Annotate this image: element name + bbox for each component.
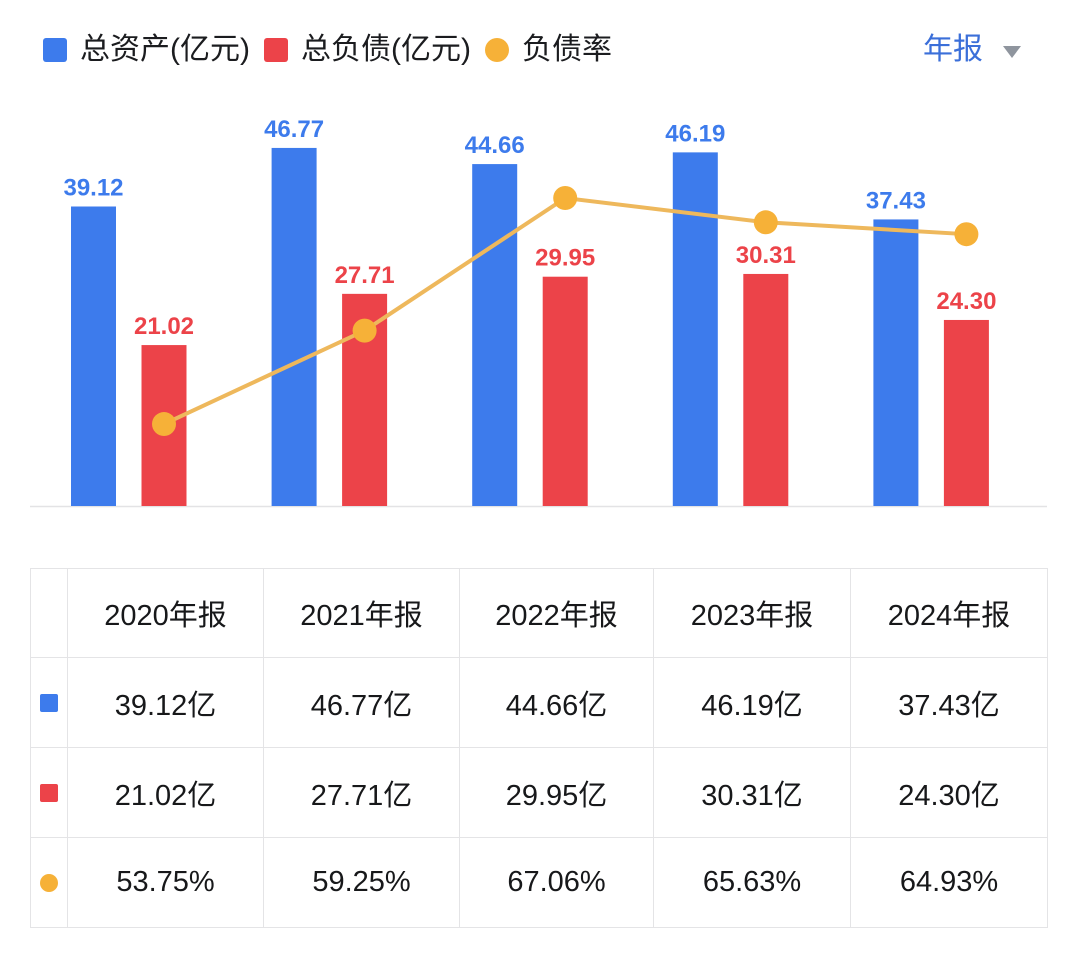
assets-bar-label-2020: 39.12: [63, 174, 123, 201]
assets-swatch-icon: [43, 38, 67, 62]
liabilities-swatch-icon: [263, 38, 288, 62]
debt-ratio-point-2021[interactable]: [352, 318, 377, 343]
table-header-row: 2020年报 2021年报 2022年报 2023年报 2024年报: [30, 568, 1048, 658]
legend-item-debt-ratio[interactable]: 负债率: [484, 33, 612, 67]
liabilities-row-icon-cell: [30, 747, 68, 838]
table-row-total-assets: 39.12亿 46.77亿 44.66亿 46.19亿 37.43亿: [30, 657, 1048, 748]
table-cell: 64.93%: [850, 837, 1048, 928]
assets-bar-2022[interactable]: [472, 164, 518, 506]
debt-ratio-point-2024[interactable]: [954, 222, 979, 247]
period-selector[interactable]: 年报: [923, 33, 1021, 67]
liabilities-bar-label-2021: 27.71: [335, 262, 395, 289]
table-corner-cell: [30, 568, 68, 658]
column-header-2021: 2021年报: [263, 568, 460, 658]
legend-label-debt-ratio: 负债率: [521, 33, 612, 66]
liabilities-bar-2022[interactable]: [542, 276, 588, 506]
debt-ratio-row-icon-cell: [30, 837, 68, 928]
debt-ratio-point-2023[interactable]: [753, 210, 778, 235]
legend-item-total-liabilities[interactable]: 总负债(亿元): [263, 33, 471, 67]
table-cell: 21.02亿: [67, 747, 264, 838]
chevron-down-icon: [1003, 46, 1021, 58]
assets-bar-2020[interactable]: [71, 206, 116, 506]
liabilities-bar-2023[interactable]: [743, 273, 789, 506]
debt-ratio-point-2020[interactable]: [152, 412, 176, 437]
assets-liabilities-chart: 39.12 46.77 44.66 46.19 37.43 21.02 27.71 29.95…: [30, 116, 1047, 508]
column-header-2022: 2022年报: [459, 568, 654, 658]
assets-bar-2024[interactable]: [873, 219, 919, 506]
column-header-2020: 2020年报: [67, 568, 264, 658]
liabilities-bar-label-2024: 24.30: [936, 288, 996, 315]
table-cell: 39.12亿: [67, 657, 264, 748]
legend-item-total-assets[interactable]: 总资产(亿元): [43, 33, 250, 67]
assets-bar-label-2024: 37.43: [866, 187, 926, 214]
liabilities-bar-label-2022: 29.95: [535, 245, 595, 272]
column-header-2023: 2023年报: [653, 568, 851, 658]
table-cell: 30.31亿: [653, 747, 851, 838]
table-cell: 59.25%: [263, 837, 460, 928]
debt-ratio-row-icon: [40, 874, 58, 893]
table-cell: 37.43亿: [850, 657, 1048, 748]
table-cell: 44.66亿: [459, 657, 654, 748]
legend-label-total-liabilities: 总负债(亿元): [300, 33, 471, 66]
table-cell: 29.95亿: [459, 747, 654, 838]
assets-bar-label-2021: 46.77: [264, 116, 324, 143]
table-cell: 46.77亿: [263, 657, 460, 748]
table-row-total-liabilities: 21.02亿 27.71亿 29.95亿 30.31亿 24.30亿: [30, 747, 1048, 838]
liabilities-bar-2024[interactable]: [943, 319, 989, 506]
table-cell: 53.75%: [67, 837, 264, 928]
liabilities-row-icon: [40, 784, 58, 803]
assets-bar-2023[interactable]: [672, 152, 718, 506]
report-data-table: 2020年报 2021年报 2022年报 2023年报 2024年报 39.12…: [30, 568, 1048, 928]
table-cell: 24.30亿: [850, 747, 1048, 838]
assets-row-icon-cell: [30, 657, 68, 748]
chart-legend: 总资产(亿元) 总负债(亿元) 负债率: [43, 33, 626, 67]
liabilities-bar-label-2020: 21.02: [134, 313, 194, 340]
table-cell: 65.63%: [653, 837, 851, 928]
debt-ratio-point-2022[interactable]: [553, 186, 578, 211]
legend-label-total-assets: 总资产(亿元): [80, 33, 250, 66]
assets-bar-label-2023: 46.19: [665, 120, 725, 147]
table-cell: 46.19亿: [653, 657, 851, 748]
assets-bar-label-2022: 44.66: [465, 132, 525, 159]
debt-ratio-swatch-icon: [484, 38, 509, 62]
assets-row-icon: [40, 694, 58, 713]
assets-bar-2021[interactable]: [271, 147, 317, 506]
table-row-debt-ratio: 53.75% 59.25% 67.06% 65.63% 64.93%: [30, 837, 1048, 928]
period-selector-label: 年报: [923, 33, 983, 66]
table-cell: 67.06%: [459, 837, 654, 928]
column-header-2024: 2024年报: [850, 568, 1048, 658]
liabilities-bar-label-2023: 30.31: [736, 242, 796, 269]
table-cell: 27.71亿: [263, 747, 460, 838]
